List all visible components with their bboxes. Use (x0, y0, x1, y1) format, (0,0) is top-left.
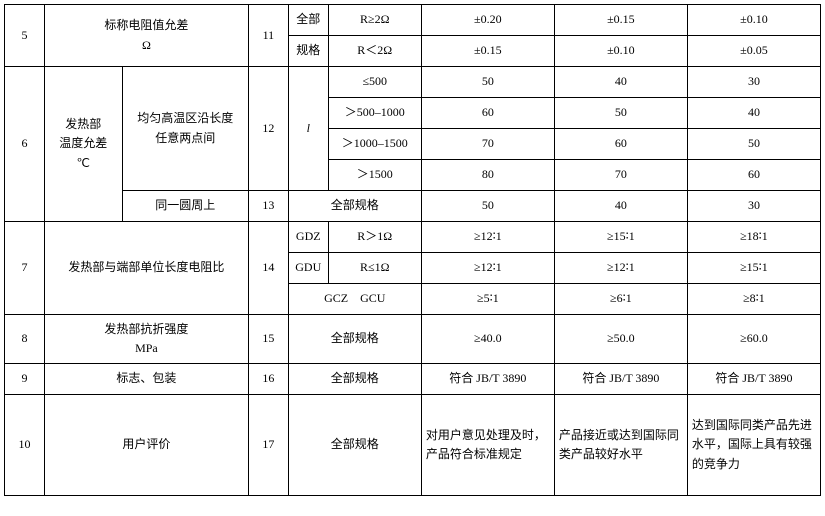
cell: 40 (554, 191, 687, 222)
cell: ±0.20 (421, 5, 554, 36)
row-desc: 发热部抗折强度MPa (44, 315, 248, 364)
cell: 符合 JB/T 3890 (687, 364, 820, 395)
row-desc: 用户评价 (44, 395, 248, 496)
row-sub: 12 (248, 67, 288, 191)
cell: R≤1Ω (328, 253, 421, 284)
cell: ≥6∶1 (554, 284, 687, 315)
cell: ≥50.0 (554, 315, 687, 364)
row-desc: 标称电阻值允差Ω (44, 5, 248, 67)
cell: ＞1000–1500 (328, 129, 421, 160)
cell: ＞1500 (328, 160, 421, 191)
spec-table: 5 标称电阻值允差Ω 11 全部 R≥2Ω ±0.20 ±0.15 ±0.10 … (4, 4, 821, 496)
cell: 40 (554, 67, 687, 98)
row-sub: 14 (248, 222, 288, 315)
cell: ≥18∶1 (687, 222, 820, 253)
cell: 规格 (288, 36, 328, 67)
cell: 70 (421, 129, 554, 160)
row-index: 7 (5, 222, 45, 315)
cell: ≥15∶1 (687, 253, 820, 284)
cell: 达到国际同类产品先进水平，国际上具有较强的竞争力 (687, 395, 820, 496)
cell: ±0.05 (687, 36, 820, 67)
row-index: 5 (5, 5, 45, 67)
cell: 符合 JB/T 3890 (421, 364, 554, 395)
row-sub: 16 (248, 364, 288, 395)
cell: 40 (687, 98, 820, 129)
cell: R＜2Ω (328, 36, 421, 67)
row-index: 8 (5, 315, 45, 364)
cell: GCZ GCU (288, 284, 421, 315)
cell: 13 (248, 191, 288, 222)
cell: 70 (554, 160, 687, 191)
cell: ≥5∶1 (421, 284, 554, 315)
row-sub: 15 (248, 315, 288, 364)
cell: ±0.10 (554, 36, 687, 67)
row-desc: 标志、包装 (44, 364, 248, 395)
cell: 60 (687, 160, 820, 191)
cell: ＞500–1000 (328, 98, 421, 129)
row-sub: 11 (248, 5, 288, 67)
cell: 全部规格 (288, 395, 421, 496)
cell: ±0.15 (554, 5, 687, 36)
row-index: 9 (5, 364, 45, 395)
cell: ≤500 (328, 67, 421, 98)
cell: ≥8∶1 (687, 284, 820, 315)
cell: ±0.15 (421, 36, 554, 67)
cell: ≥60.0 (687, 315, 820, 364)
cell: 全部规格 (288, 315, 421, 364)
cell: ±0.10 (687, 5, 820, 36)
cell: 50 (554, 98, 687, 129)
cell: 产品接近或达到国际同类产品较好水平 (554, 395, 687, 496)
cell: R≥2Ω (328, 5, 421, 36)
cell: 50 (421, 191, 554, 222)
cell: 30 (687, 67, 820, 98)
cell: GDU (288, 253, 328, 284)
cell: 全部规格 (288, 191, 421, 222)
cell: ≥12∶1 (554, 253, 687, 284)
cell: 80 (421, 160, 554, 191)
row-desc: 发热部与端部单位长度电阻比 (44, 222, 248, 315)
cell: ≥40.0 (421, 315, 554, 364)
cell: R＞1Ω (328, 222, 421, 253)
row-desc-right: 均匀高温区沿长度任意两点间 (122, 67, 248, 191)
cell: ≥12∶1 (421, 222, 554, 253)
cell: 50 (687, 129, 820, 160)
row-sub: 17 (248, 395, 288, 496)
row-index: 10 (5, 395, 45, 496)
row-index: 6 (5, 67, 45, 222)
cell: 全部 (288, 5, 328, 36)
cell: GDZ (288, 222, 328, 253)
cell: 60 (421, 98, 554, 129)
cell: 全部规格 (288, 364, 421, 395)
cell: 符合 JB/T 3890 (554, 364, 687, 395)
row-desc-left: 发热部温度允差℃ (44, 67, 122, 222)
cell: 60 (554, 129, 687, 160)
cell: 50 (421, 67, 554, 98)
cell: ≥15∶1 (554, 222, 687, 253)
cell: 对用户意见处理及时，产品符合标准规定 (421, 395, 554, 496)
cell: ≥12∶1 (421, 253, 554, 284)
row-sub2: l (288, 67, 328, 191)
cell: 30 (687, 191, 820, 222)
cell: 同一圆周上 (122, 191, 248, 222)
